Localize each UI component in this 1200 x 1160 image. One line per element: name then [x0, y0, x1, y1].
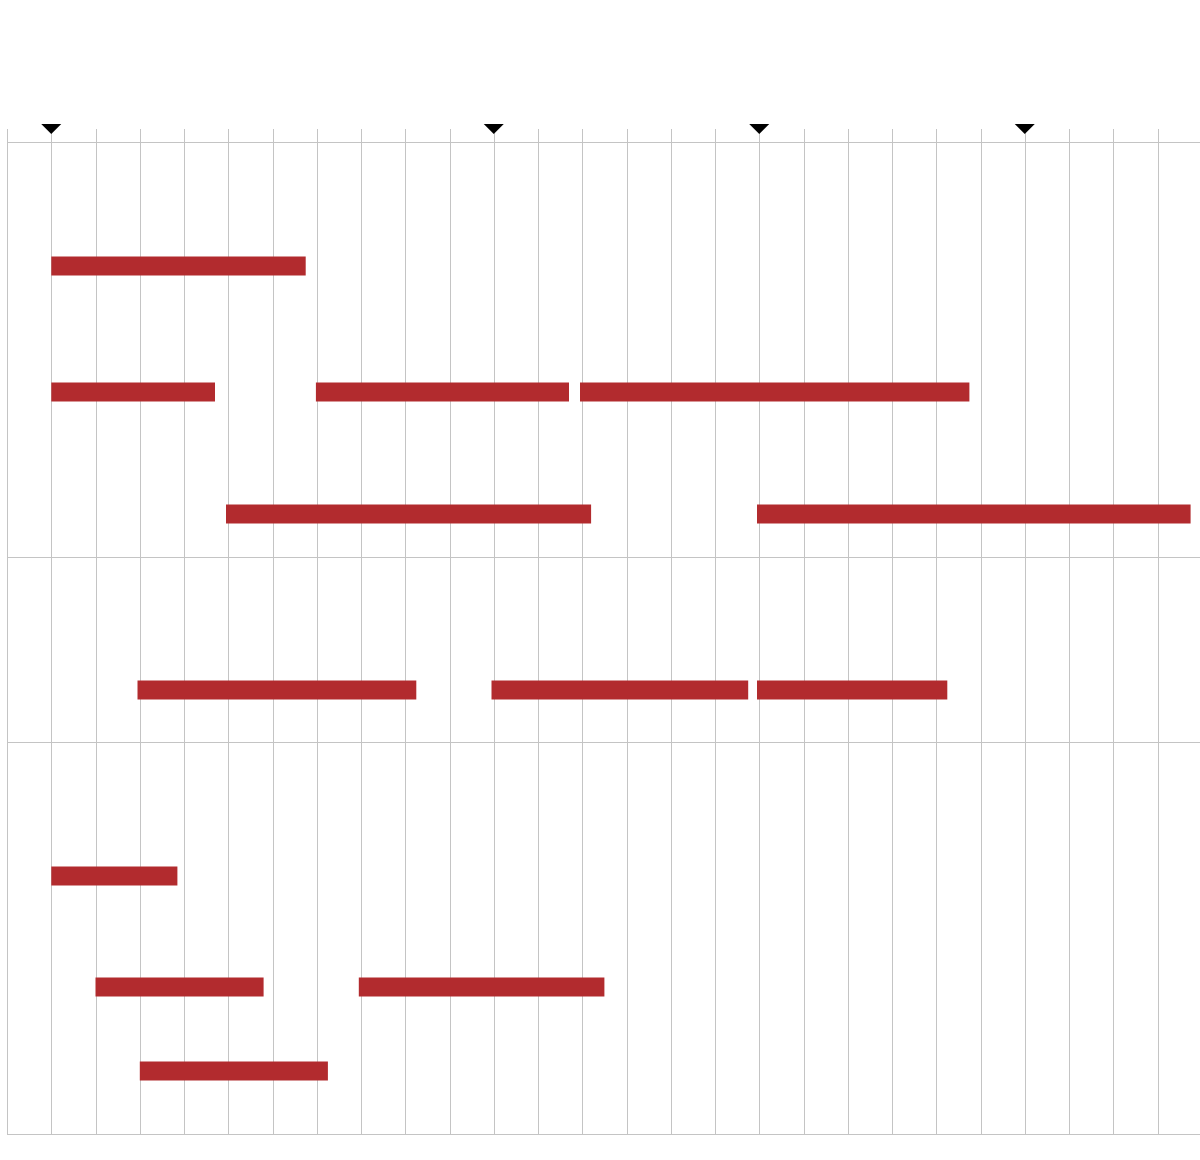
bar-layer: [51, 256, 1191, 1081]
timeline-bar[interactable]: [757, 680, 948, 700]
marker-layer: [41, 124, 1035, 134]
timeline-bar[interactable]: [139, 1061, 328, 1081]
milestone-marker-icon: [41, 124, 62, 134]
timeline-bar[interactable]: [95, 977, 264, 997]
timeline-bar[interactable]: [757, 504, 1191, 524]
timeline-bar[interactable]: [580, 382, 970, 402]
timeline-bar[interactable]: [51, 382, 215, 402]
milestone-marker-icon: [483, 124, 504, 134]
milestone-marker-icon: [1014, 124, 1035, 134]
grid-layer: [7, 129, 1200, 1135]
timeline-bar[interactable]: [358, 977, 605, 997]
timeline-bar[interactable]: [137, 680, 417, 700]
timeline-bar[interactable]: [51, 866, 178, 886]
timeline-bar[interactable]: [315, 382, 569, 402]
milestone-marker-icon: [749, 124, 770, 134]
timeline-bar[interactable]: [51, 256, 306, 276]
timeline-bar[interactable]: [226, 504, 592, 524]
timeline-bar[interactable]: [491, 680, 749, 700]
